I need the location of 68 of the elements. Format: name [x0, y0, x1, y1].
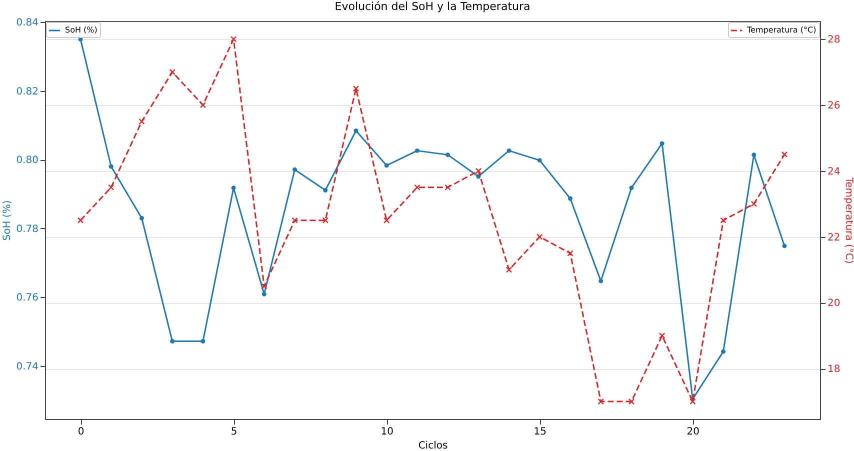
point: [414, 148, 420, 153]
point: [200, 102, 206, 108]
y-tick-label: 0.76: [16, 292, 38, 304]
x-tick-label: 10: [380, 426, 394, 438]
point: [323, 188, 328, 192]
point: [352, 85, 360, 92]
x-tick-label: 20: [686, 426, 700, 438]
y2-tick-label: 18: [828, 364, 840, 376]
y-tick-label: 0.82: [16, 86, 38, 98]
x-axis-title: Ciclos: [418, 440, 448, 451]
point: [628, 398, 635, 405]
y2-tick-label: 22: [828, 232, 840, 244]
y-axis-title: SoH (%): [2, 200, 14, 241]
y2-tick-label: 20: [828, 298, 840, 310]
y-tick-label: 0.74: [16, 362, 38, 373]
point: [781, 151, 788, 158]
point: [77, 217, 84, 224]
x-tick-label: 5: [230, 426, 238, 438]
point: [384, 163, 389, 168]
point: [261, 283, 268, 290]
point: [629, 186, 634, 190]
point: [262, 292, 266, 296]
point: [446, 152, 450, 158]
point: [721, 349, 726, 354]
point: [139, 216, 144, 220]
point: [169, 68, 176, 76]
y2-tick-label: 26: [828, 100, 840, 112]
point: [690, 398, 696, 405]
point: [138, 118, 145, 125]
y-tick-label: 0.80: [16, 155, 38, 166]
x-tick-label: 0: [78, 426, 84, 438]
point: [658, 332, 666, 339]
point: [506, 148, 512, 153]
point: [444, 184, 451, 190]
point: [292, 167, 297, 172]
point: [292, 217, 298, 224]
point: [720, 217, 726, 224]
point: [475, 168, 482, 174]
point: [354, 128, 358, 133]
point: [506, 266, 512, 273]
point: [537, 158, 542, 163]
y2-tick-label: 24: [828, 166, 840, 178]
y-tick-label: 0.78: [16, 224, 38, 235]
point: [567, 250, 574, 256]
legend-label: SoH (%): [65, 26, 98, 34]
chart-title: Evolución del SoH y la Temperatura: [334, 0, 530, 14]
point: [108, 164, 114, 169]
point: [750, 200, 757, 207]
y2-axis-title: Temperatura (°C): [843, 176, 854, 264]
point: [660, 141, 664, 146]
point: [782, 244, 787, 248]
point: [598, 398, 604, 405]
point: [414, 184, 420, 190]
y-tick-label: 0.84: [16, 18, 38, 29]
point: [231, 186, 236, 190]
point: [170, 339, 175, 344]
point: [383, 217, 390, 224]
point: [108, 184, 114, 190]
y2-tick-label: 28: [828, 34, 840, 46]
point: [536, 234, 543, 240]
point: [322, 217, 328, 224]
point: [230, 36, 237, 42]
legend-label: Temperatura (°C): [746, 26, 816, 34]
point: [200, 339, 206, 344]
point: [568, 196, 572, 201]
point: [752, 152, 756, 158]
x-tick-label: 15: [534, 426, 546, 438]
point: [598, 278, 604, 284]
